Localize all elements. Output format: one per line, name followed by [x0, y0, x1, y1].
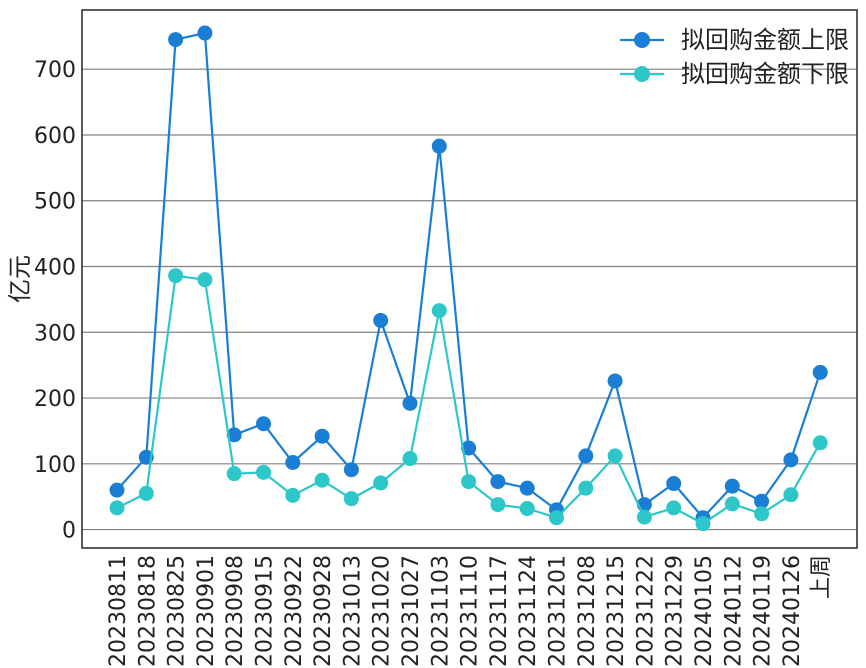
x-tick-label: 20231124	[516, 555, 541, 667]
data-point	[754, 493, 770, 509]
data-point	[373, 312, 389, 328]
data-point	[256, 416, 271, 432]
data-point	[490, 497, 506, 513]
x-tick-label: 上周	[809, 555, 834, 599]
grid-lines	[82, 68, 857, 531]
data-point	[314, 472, 330, 488]
data-point	[607, 373, 623, 389]
x-tick-label: 20231201	[546, 555, 571, 667]
data-point	[607, 448, 623, 464]
x-tick-label: 20230928	[311, 555, 336, 667]
x-tick-label: 20231117	[487, 555, 512, 667]
x-axis-ticks: 20230811 20230818 20230825 20230901 20230908…	[106, 555, 834, 667]
y-tick-label: 200	[34, 387, 76, 412]
data-point	[666, 476, 682, 492]
data-point	[285, 454, 301, 470]
data-point	[578, 480, 594, 496]
y-tick-label: 600	[34, 124, 76, 149]
data-point	[812, 435, 828, 451]
data-point	[812, 364, 828, 380]
data-point	[695, 516, 711, 532]
data-point	[314, 428, 330, 444]
data-point	[373, 475, 389, 491]
x-tick-label: 20231110	[458, 555, 483, 667]
x-tick-label: 20230922	[282, 555, 307, 667]
data-point	[666, 500, 682, 516]
x-tick-label: 20230908	[223, 555, 248, 667]
data-point	[226, 427, 242, 443]
data-point	[519, 501, 535, 517]
plot-frame	[81, 9, 858, 549]
data-point	[578, 448, 594, 464]
legend-marker	[634, 32, 650, 48]
data-point	[109, 500, 125, 516]
y-tick-label: 300	[34, 321, 76, 346]
data-point	[724, 496, 740, 512]
data-point	[168, 268, 184, 284]
data-point	[226, 466, 242, 482]
x-tick-label: 20231103	[428, 555, 453, 667]
data-point	[431, 138, 447, 154]
y-tick-label: 100	[34, 453, 76, 478]
x-tick-label: 20231013	[340, 555, 365, 667]
y-tick-label: 0	[62, 519, 76, 544]
data-point	[431, 303, 447, 319]
data-point	[636, 509, 652, 525]
y-tick-label: 400	[34, 256, 76, 281]
data-point	[109, 482, 125, 498]
data-point	[461, 440, 477, 456]
data-point	[256, 464, 271, 480]
x-tick-label: 20231215	[604, 555, 629, 667]
x-tick-label: 20230901	[194, 555, 219, 667]
y-axis-ticks: 0 100 200 300 400 500 600 700	[34, 58, 76, 543]
data-point	[519, 480, 535, 496]
data-point	[783, 452, 799, 468]
data-point	[197, 272, 213, 288]
data-point	[490, 474, 506, 490]
data-point	[783, 487, 799, 503]
x-tick-label: 20231222	[633, 555, 658, 667]
legend-marker	[634, 66, 650, 82]
x-tick-label: 20230811	[106, 555, 131, 667]
data-point	[402, 451, 418, 467]
x-tick-label: 20230825	[165, 555, 190, 667]
data-point	[343, 462, 359, 478]
data-point	[168, 32, 184, 48]
x-tick-label: 20231208	[575, 555, 600, 667]
x-tick-label: 20231229	[663, 555, 688, 667]
data-point	[724, 478, 740, 494]
series-layer	[109, 25, 828, 532]
data-point	[402, 395, 418, 411]
y-tick-label: 700	[34, 58, 76, 83]
data-point	[138, 485, 154, 501]
data-point	[549, 510, 564, 526]
data-point	[343, 491, 359, 507]
x-tick-label: 20231027	[399, 555, 424, 667]
x-tick-label: 20231020	[370, 555, 395, 667]
y-tick-label: 500	[34, 190, 76, 215]
x-tick-label: 20240112	[721, 555, 746, 667]
x-tick-label: 20240119	[751, 555, 776, 667]
legend-label: 拟回购金额下限	[681, 60, 849, 88]
x-tick-label: 20240126	[780, 555, 805, 667]
x-tick-label: 20230915	[253, 555, 278, 667]
data-point	[197, 25, 213, 41]
x-tick-label: 20230818	[135, 555, 160, 667]
data-point	[461, 474, 477, 490]
data-point	[285, 487, 301, 503]
y-axis-label: 亿元	[6, 255, 34, 303]
x-tick-label: 20240105	[692, 555, 717, 667]
legend-label: 拟回购金额上限	[681, 26, 849, 54]
data-point	[754, 506, 770, 522]
